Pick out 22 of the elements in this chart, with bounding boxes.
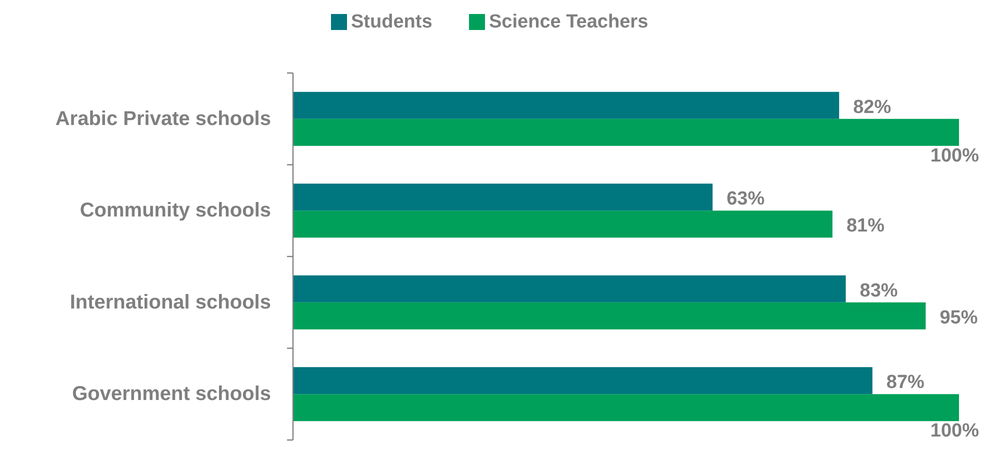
y-tick-label: Government schools xyxy=(72,383,271,406)
bar xyxy=(293,367,872,394)
data-label: 63% xyxy=(726,188,765,210)
data-label: 95% xyxy=(940,307,978,328)
y-tick-label: Arabic Private schools xyxy=(55,108,271,130)
legend-label: Science Teachers xyxy=(489,12,648,32)
bar xyxy=(293,118,959,146)
y-tick-label: International schools xyxy=(70,291,271,314)
data-label: 82% xyxy=(853,96,892,118)
data-label: 100% xyxy=(930,420,980,442)
bar xyxy=(293,275,846,302)
legend-label: Students xyxy=(351,12,432,32)
bar xyxy=(293,184,713,211)
data-label: 87% xyxy=(886,372,925,394)
data-label: 100% xyxy=(930,145,980,166)
data-label: 83% xyxy=(860,280,898,302)
y-tick-label: Community schools xyxy=(80,200,271,222)
bar xyxy=(293,394,959,422)
bar xyxy=(293,302,926,330)
bar xyxy=(293,92,840,119)
data-label: 81% xyxy=(846,216,885,237)
bar xyxy=(293,210,832,238)
